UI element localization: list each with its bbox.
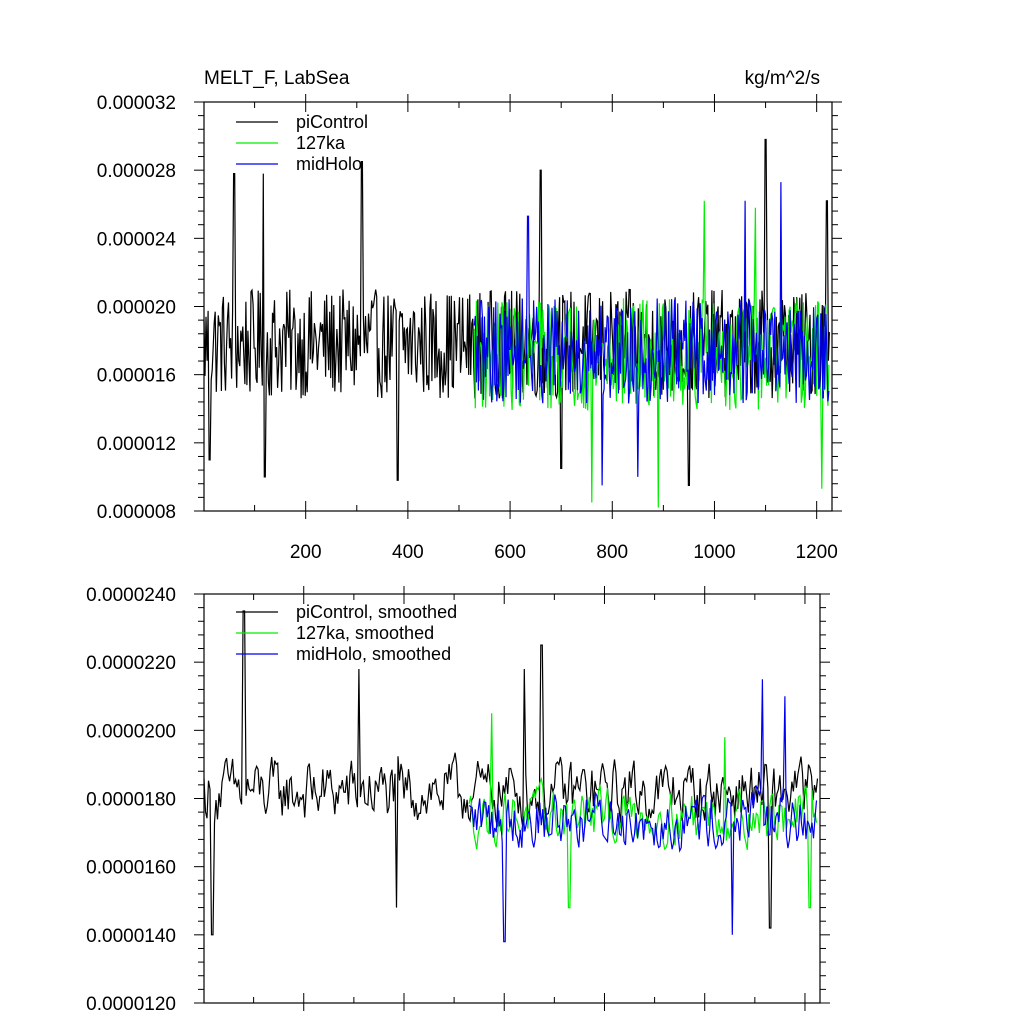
legend-label: 127ka, smoothed	[296, 623, 434, 643]
legend-label: midHolo, smoothed	[296, 644, 451, 664]
y-tick-label: 0.000016	[97, 366, 176, 387]
y-tick-label: 0.0000220	[86, 653, 176, 674]
y-tick-label: 0.000024	[97, 229, 177, 250]
x-tick-label: 200	[290, 542, 322, 563]
bottom-axes: 0.0000120 0.0000140 0.0000160 0.0000180 0.00…	[86, 585, 830, 1015]
x-tick-label: 800	[596, 542, 628, 563]
y-tick-label: 0.000032	[97, 93, 176, 114]
y-tick-label: 0.000020	[97, 298, 176, 319]
y-tick-label: 0.000008	[97, 502, 176, 523]
x-tick-label: 1200	[796, 542, 838, 563]
bottom-chart-panel: 0.0000120 0.0000140 0.0000160 0.0000180 0.00…	[86, 585, 830, 1015]
legend-label: midHolo	[296, 154, 362, 174]
x-tick-label: 600	[494, 542, 526, 563]
chart-units: kg/m^2/s	[745, 68, 820, 89]
top-series-lines	[203, 138, 830, 508]
x-tick-label: 400	[392, 542, 424, 563]
y-tick-label: 0.0000120	[86, 994, 176, 1015]
top-axes: 200 400 600 800 1000 1200 0.000008 0.000012 0.00…	[97, 93, 842, 563]
legend-label: piControl	[296, 112, 368, 132]
x-tick-label: 1000	[693, 542, 735, 563]
y-tick-label: 0.0000180	[86, 790, 176, 811]
y-tick-label: 0.0000200	[86, 721, 176, 742]
chart-title: MELT_F, LabSea	[204, 68, 350, 89]
legend-label: piControl, smoothed	[296, 602, 457, 622]
legend-label: 127ka	[296, 133, 346, 153]
y-tick-label: 0.0000160	[86, 858, 176, 879]
y-tick-label: 0.0000240	[86, 585, 176, 606]
y-tick-label: 0.000028	[97, 161, 176, 182]
y-tick-label: 0.000012	[97, 434, 176, 455]
series-line-midholo-smoothed	[468, 679, 818, 943]
bottom-series-lines	[203, 610, 819, 943]
series-line-picontrol	[203, 138, 830, 486]
series-line-midholo	[473, 182, 830, 486]
top-chart-panel: MELT_F, LabSea kg/m^2/s 200 400 600 800 1000…	[97, 68, 842, 563]
y-tick-label: 0.0000140	[86, 926, 176, 947]
